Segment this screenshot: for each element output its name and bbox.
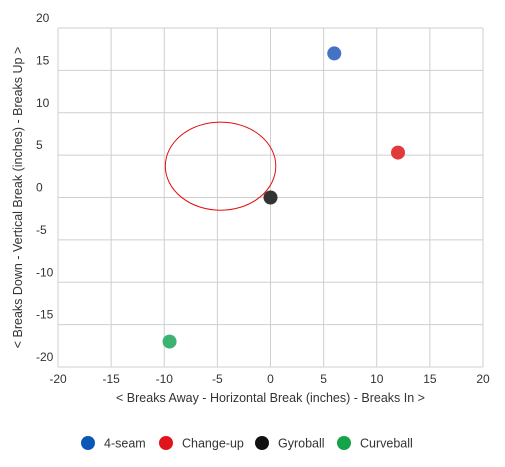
- legend-marker-4-seam: [81, 436, 95, 450]
- x-tick-label: 10: [370, 372, 384, 386]
- legend-label: 4-seam: [104, 437, 146, 451]
- point-change-up[interactable]: [391, 145, 405, 160]
- x-axis-title: < Breaks Away - Horizontal Break (inches…: [116, 391, 425, 405]
- y-tick-label: 0: [36, 181, 43, 195]
- highlight-circle: [164, 121, 277, 211]
- x-tick-label: -15: [102, 372, 120, 386]
- x-tick-label: 0: [267, 372, 274, 386]
- y-axis-title: < Breaks Down - Vertical Break (inches) …: [11, 47, 25, 349]
- point-curveball[interactable]: [162, 334, 177, 349]
- y-tick-label: -10: [36, 265, 54, 279]
- x-tick-label: 5: [320, 372, 327, 386]
- y-tick-label: -20: [36, 350, 54, 364]
- x-tick-label: 20: [476, 372, 490, 386]
- legend-marker-change-up: [159, 436, 173, 450]
- legend-label: Change-up: [182, 437, 244, 451]
- y-tick-label: 10: [36, 96, 50, 110]
- y-tick-label: 20: [36, 11, 50, 25]
- annotations: [164, 121, 277, 211]
- x-tick-label: -5: [212, 372, 223, 386]
- data-points: [162, 46, 405, 349]
- y-tick-label: 15: [36, 53, 50, 67]
- legend-marker-gyroball: [255, 436, 269, 450]
- y-tick-label: 5: [36, 138, 43, 152]
- legend: 4-seam Change-up Gyroball Curveball: [81, 436, 413, 451]
- legend-label: Curveball: [360, 437, 413, 451]
- legend-marker-curveball: [337, 436, 351, 450]
- x-tick-label: -20: [49, 372, 67, 386]
- tick-labels: -20 -15 -10 -5 0 5 10 15 20 -20 -15 -10 -5 0 5 10 15 20: [36, 11, 490, 386]
- legend-label: Gyroball: [278, 437, 325, 451]
- point-gyroball[interactable]: [263, 190, 278, 205]
- point-4-seam[interactable]: [327, 46, 342, 61]
- x-tick-label: 15: [423, 372, 437, 386]
- y-tick-label: -5: [36, 223, 47, 237]
- y-tick-label: -15: [36, 308, 54, 322]
- x-tick-label: -10: [156, 372, 174, 386]
